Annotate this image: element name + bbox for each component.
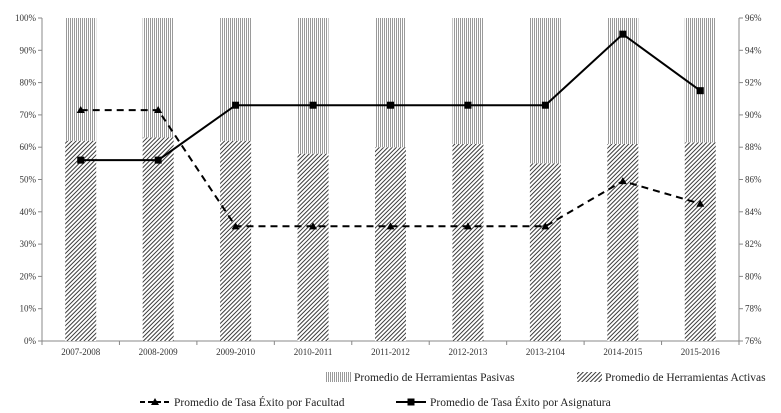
y-tick-left-label: 90% [20,45,37,55]
x-tick-label: 2012-2013 [448,347,487,357]
point-facultad [463,222,472,230]
point-facultad [231,222,240,230]
y-tick-left-label: 70% [20,110,37,120]
lines-layer [76,30,705,230]
point-asignatura [309,101,317,109]
y-tick-left-label: 60% [20,142,37,152]
point-asignatura [387,101,394,109]
point-facultad [76,106,85,114]
bar-activas [375,147,406,341]
x-tick-label: 2015-2016 [681,347,720,357]
y-tick-right-label: 90% [745,110,762,120]
bar-activas [684,142,716,341]
bar-activas [529,163,561,341]
x-tick-label: 2011-2012 [371,347,410,357]
bar-activas [220,140,252,341]
point-asignatura [696,87,704,95]
legend-label-activas: Promedio de Herramientas Activas [605,372,766,384]
legend-marker-facultad [151,398,159,405]
bar-pasivas [529,18,561,164]
y-tick-left-label: 40% [20,207,37,217]
y-tick-left-label: 50% [20,175,37,185]
y-tick-left-label: 10% [20,304,37,314]
bar-activas [142,137,174,341]
y-tick-left-label: 20% [20,271,37,281]
point-asignatura [77,156,85,164]
bar-activas [65,140,97,341]
point-facultad [309,222,318,230]
x-tick-label: 2009-2010 [216,347,255,357]
legend-label-pasivas: Promedio de Herramientas Pasivas [354,372,515,384]
x-tick-label: 2010-2011 [294,347,333,357]
point-asignatura [541,101,549,109]
x-tick-label: 2007-2008 [61,347,100,357]
bar-pasivas [607,18,639,144]
x-tick-label: 2014-2015 [603,347,642,357]
bar-pasivas [65,18,97,141]
point-facultad [618,177,627,185]
point-asignatura [154,156,162,164]
y-tick-left-label: 30% [20,239,37,249]
legend-label-facultad: Promedio de Tasa Éxito por Facultad [174,395,345,409]
y-tick-right-label: 78% [745,304,762,314]
x-tick-label: 2013-2104 [526,347,565,357]
y-tick-right-label: 82% [745,239,762,249]
point-asignatura [232,101,240,109]
point-facultad [386,222,395,230]
x-tick-label: 2008-2009 [139,347,178,357]
y-tick-right-label: 86% [745,175,762,185]
y-tick-right-label: 92% [745,78,762,88]
y-tick-right-label: 76% [745,336,762,346]
y-tick-left-label: 100% [15,13,37,23]
legend-swatch-pasivas [326,372,351,382]
point-facultad [541,222,550,230]
point-facultad [154,106,163,114]
bar-activas [452,143,484,341]
point-asignatura [464,101,472,109]
legend-swatch-activas [577,372,602,382]
y-tick-left-label: 80% [20,78,37,88]
bar-activas [607,143,639,341]
y-tick-right-label: 94% [745,45,762,55]
bar-pasivas [684,18,716,143]
legend-label-asignatura: Promedio de Tasa Éxito por Asignatura [430,395,611,409]
legend-marker-asignatura [407,398,415,406]
bar-pasivas [220,18,252,141]
bar-pasivas [375,18,406,148]
y-tick-right-label: 96% [745,13,762,23]
point-facultad [696,199,705,207]
legend: Promedio de Herramientas Pasivas Promedio… [140,372,766,409]
y-tick-right-label: 88% [745,142,762,152]
y-tick-right-label: 84% [745,207,762,217]
y-tick-left-label: 0% [24,336,37,346]
point-asignatura [619,30,627,38]
bar-pasivas [297,18,329,154]
y-tick-right-label: 80% [745,271,762,281]
bars-layer [65,18,716,341]
bar-pasivas [142,18,174,138]
bar-activas [297,153,329,341]
bar-pasivas [452,18,484,144]
